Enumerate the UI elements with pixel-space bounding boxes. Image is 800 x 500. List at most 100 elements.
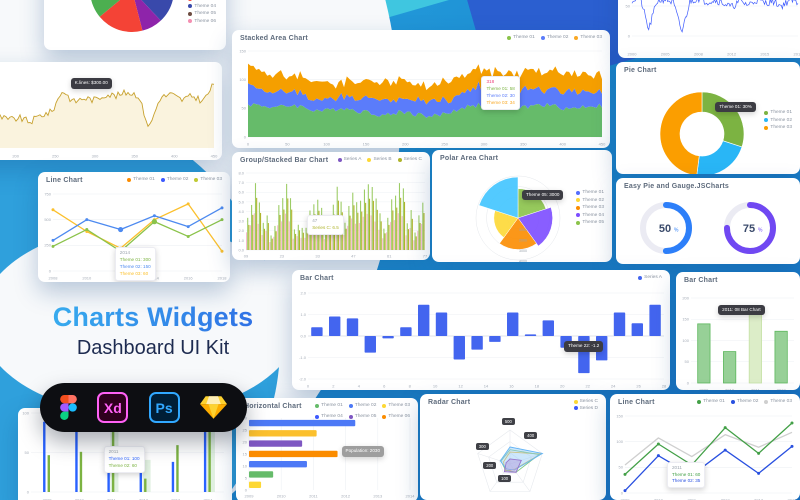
svg-text:1.0: 1.0 xyxy=(238,238,244,243)
chart-canvas-polar: 1000 2000 3000 4000 xyxy=(475,175,561,262)
svg-text:5: 5 xyxy=(245,475,248,480)
chart-canvas-group_bar: 8.0 7.0 6.0 5.0 4.0 3.0 2.0 1.0 0.009 23 33 47 61 77 xyxy=(238,170,428,259)
legend-item: Series A xyxy=(638,275,662,280)
svg-text:100: 100 xyxy=(323,142,330,147)
card-line-topright: 100500200020052008201220152018 xyxy=(618,0,800,58)
polar-chart-area: 1000 2000 3000 4000 Theme 05: 3000 xyxy=(432,168,612,262)
legend-item: Theme 03 xyxy=(188,0,216,1)
chart-tooltip: Population: 2030 xyxy=(341,446,385,458)
svg-text:2012: 2012 xyxy=(777,388,787,391)
legend-item: Theme 03 xyxy=(764,125,792,130)
svg-text:2012: 2012 xyxy=(341,494,351,499)
svg-text:50: 50 xyxy=(685,359,690,364)
svg-text:10: 10 xyxy=(243,463,248,468)
legend-dot xyxy=(764,110,769,115)
group-bar-chart-area: 8.0 7.0 6.0 5.0 4.0 3.0 2.0 1.0 0.0 09 23 33 47 61 77 4… xyxy=(232,170,430,260)
svg-text:2009: 2009 xyxy=(621,498,631,500)
chart-tooltip: Theme 05: 3000 xyxy=(522,189,564,201)
chart-tooltip: K.lines: $300.00 xyxy=(70,77,112,89)
legend-item: Theme 04 xyxy=(315,414,343,419)
svg-text:61: 61 xyxy=(387,254,392,259)
svg-text:6.0: 6.0 xyxy=(238,190,244,195)
legend-item: Theme 02 xyxy=(348,403,376,408)
radar-chart-area: 500 400 300 200 100 xyxy=(420,412,606,500)
svg-text:5.0: 5.0 xyxy=(238,199,244,204)
card-head: Radar Chart Series C Series D xyxy=(420,394,606,412)
legend-dot xyxy=(764,118,769,122)
card-head: Line Chart Theme 01 Theme 02 Theme 03 xyxy=(610,394,800,412)
svg-text:2008: 2008 xyxy=(43,498,53,500)
chart-canvas-line_bottomright: 150 100 50 0 2009 2010 2011 2012 2013 2014 xyxy=(616,413,798,500)
chart-title: Easy Pie and Gauge.JSCharts xyxy=(624,183,729,190)
topright-line-chart-area: 100500200020052008201220152018 xyxy=(618,0,800,58)
svg-text:2018: 2018 xyxy=(794,52,800,57)
bottomright-line-legend: Theme 01 Theme 02 Theme 03 xyxy=(697,399,792,404)
legend-dot xyxy=(574,35,579,40)
svg-text:-1.0: -1.0 xyxy=(299,355,307,360)
card-radar: Radar Chart Series C Series D 500 400 300 20… xyxy=(420,394,606,500)
svg-text:2011: 2011 xyxy=(751,388,760,391)
svg-text:8: 8 xyxy=(409,384,412,389)
legend-dot xyxy=(576,190,581,195)
chart-tooltip: 2011 Theme 01: 100 Theme 02: 60 xyxy=(103,446,145,474)
svg-text:16: 16 xyxy=(509,384,514,389)
legend-dot xyxy=(188,0,193,1)
svg-text:1.0: 1.0 xyxy=(300,312,306,317)
legend-dot xyxy=(188,19,193,23)
card-bar-green: Bar Chart 200 150 100 50 0 2009 2010 2011 2012 20… xyxy=(676,272,800,390)
svg-text:77: 77 xyxy=(423,254,428,259)
svg-text:400: 400 xyxy=(171,154,178,159)
svg-text:6: 6 xyxy=(383,384,386,389)
card-head: Easy Pie and Gauge.JSCharts xyxy=(616,178,800,196)
chart-title: Stacked Area Chart xyxy=(240,35,308,42)
svg-text:30: 30 xyxy=(243,416,248,420)
svg-text:2011: 2011 xyxy=(309,494,318,499)
chart-title: Bar Chart xyxy=(684,277,718,284)
pie-chart-area xyxy=(44,0,226,50)
svg-text:12: 12 xyxy=(458,384,463,389)
design-tools-bar: Xd Ps xyxy=(40,383,247,432)
svg-text:47: 47 xyxy=(351,254,356,259)
legend-dot xyxy=(576,220,581,225)
radar-legend: Series C Series D xyxy=(573,399,598,411)
legend-dot xyxy=(638,275,643,280)
svg-text:2018: 2018 xyxy=(218,276,228,281)
dual-bar-chart-area: 100 50 0 2008 2010 2011 2012 2013 2014 2011 Theme … xyxy=(18,408,232,500)
chart-canvas-line_topright: 100500200020052008201220152018 xyxy=(626,0,800,57)
chart-tooltip: 318 Theme 01: 58 Theme 02: 30 Theme 03: 34 xyxy=(481,76,520,110)
radar-axis-badge: 400 xyxy=(524,432,538,440)
svg-text:2013: 2013 xyxy=(373,494,383,499)
svg-text:150: 150 xyxy=(682,317,689,322)
legend-item: Theme 05 xyxy=(348,414,376,419)
svg-text:300: 300 xyxy=(92,154,99,159)
legend-dot xyxy=(573,399,578,404)
svg-text:100: 100 xyxy=(682,338,689,343)
svg-text:2012: 2012 xyxy=(139,498,149,500)
card-head: Polar Area Chart xyxy=(432,150,612,168)
svg-text:75: 75 xyxy=(743,223,755,235)
svg-text:2010: 2010 xyxy=(654,498,664,500)
svg-text:50: 50 xyxy=(25,450,30,455)
legend-item: Series A xyxy=(337,157,361,162)
svg-text:0.0: 0.0 xyxy=(300,333,306,338)
card-head: Line Chart Theme 01 Theme 02 Theme 03 xyxy=(38,172,230,190)
legend-item: Theme 01 xyxy=(576,190,604,195)
svg-text:200: 200 xyxy=(402,142,409,147)
svg-text:2012: 2012 xyxy=(721,498,731,500)
svg-text:150: 150 xyxy=(239,48,246,53)
legend-dot xyxy=(194,177,199,182)
svg-text:23: 23 xyxy=(280,254,285,259)
svg-text:0: 0 xyxy=(307,384,310,389)
green-bar-chart-area: 200 150 100 50 0 2009 2010 2011 2012 2011: 08 Bar… xyxy=(676,290,800,390)
svg-text:2015: 2015 xyxy=(760,52,770,57)
svg-text:2014: 2014 xyxy=(406,494,416,499)
card-head: Group/Stacked Bar Chart Series A Series B… xyxy=(232,152,430,170)
svg-text:4: 4 xyxy=(358,384,361,389)
svg-text:2014: 2014 xyxy=(788,498,798,500)
legend-dot xyxy=(397,157,402,162)
chart-canvas-gauges: 50% 75% xyxy=(640,202,776,254)
legend-item: Theme 06 xyxy=(188,19,216,24)
svg-text:18: 18 xyxy=(535,384,540,389)
legend-item: Theme 01 xyxy=(315,403,343,408)
